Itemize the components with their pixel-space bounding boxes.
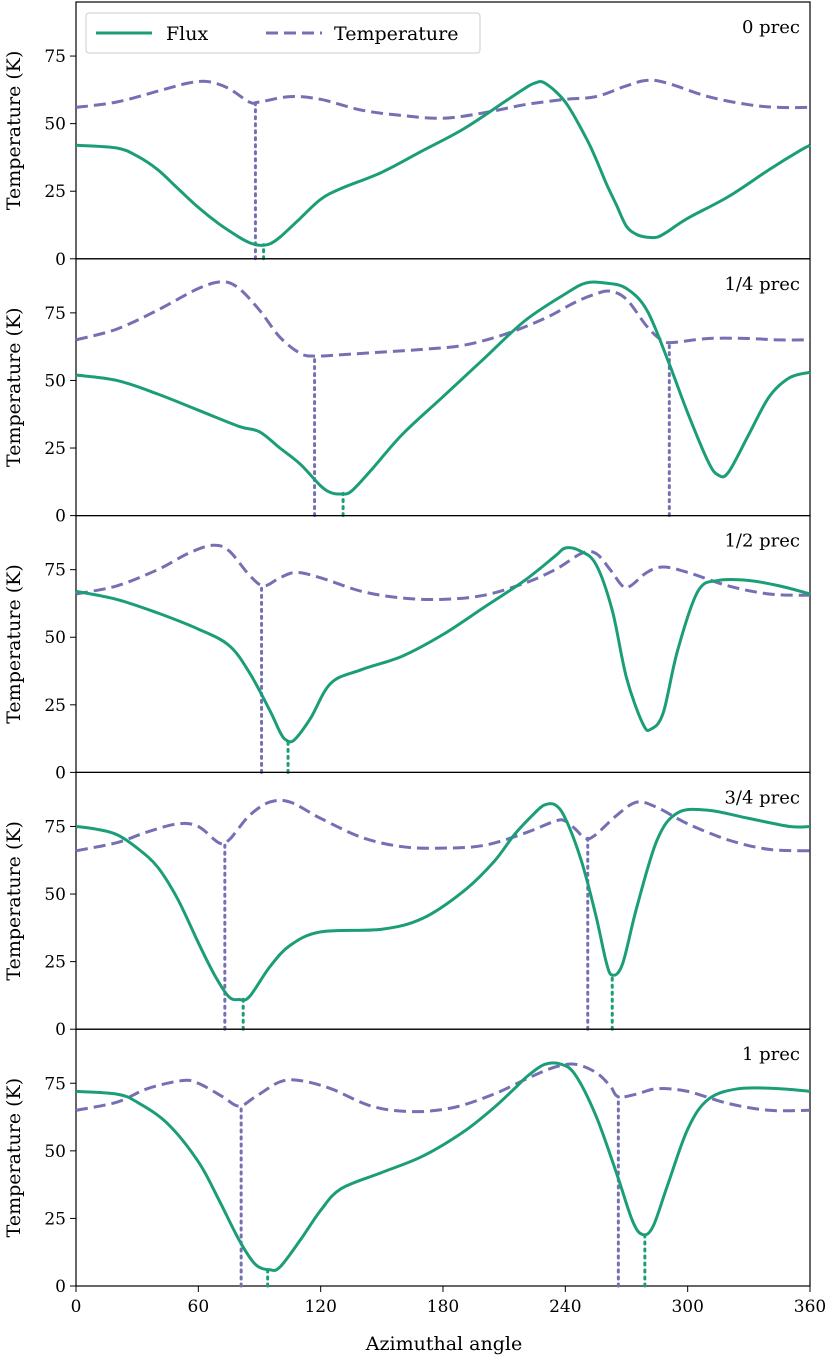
y-tick-label: 0 bbox=[55, 763, 66, 783]
temperature-line bbox=[75, 798, 811, 853]
y-tick-label: 75 bbox=[44, 47, 66, 67]
panel-frame bbox=[75, 1028, 811, 1287]
y-axis-title: Temperature (K) bbox=[3, 51, 25, 211]
panel-title: 1/2 prec bbox=[724, 531, 800, 552]
y-tick-label: 50 bbox=[44, 1142, 66, 1162]
legend-temperature-label: Temperature bbox=[334, 23, 458, 45]
y-tick-label: 25 bbox=[44, 953, 66, 973]
y-tick-label: 50 bbox=[44, 371, 66, 391]
panel-3: 0 25 50 75 Temperature (K) 1/2 prec bbox=[3, 514, 811, 783]
temperature-line bbox=[75, 78, 811, 120]
x-axis-title: Azimuthal angle bbox=[365, 1333, 522, 1355]
y-tick-label: 75 bbox=[44, 817, 66, 837]
y-tick-label: 25 bbox=[44, 182, 66, 202]
panel-title: 1/4 prec bbox=[724, 274, 800, 295]
y-tick-label: 0 bbox=[55, 250, 66, 270]
flux-line bbox=[75, 280, 811, 496]
y-tick-label: 25 bbox=[44, 1209, 66, 1229]
y-tick-label: 50 bbox=[44, 885, 66, 905]
y-tick-label: 0 bbox=[55, 1277, 66, 1297]
legend-box bbox=[85, 12, 481, 54]
flux-line bbox=[75, 801, 811, 1002]
x-tick-label: 120 bbox=[304, 1297, 336, 1317]
x-tick-label: 300 bbox=[671, 1297, 703, 1317]
temperature-line bbox=[75, 280, 811, 358]
x-tick-label: 240 bbox=[549, 1297, 581, 1317]
panel-4: 0 25 50 75 Temperature (K) 3/4 prec bbox=[3, 771, 811, 1040]
flux-line bbox=[75, 79, 811, 247]
panel-frame bbox=[75, 258, 811, 517]
y-tick-label: 50 bbox=[44, 628, 66, 648]
legend-flux-label: Flux bbox=[166, 23, 208, 45]
y-tick-label: 0 bbox=[55, 507, 66, 527]
y-axis-title: Temperature (K) bbox=[3, 1078, 25, 1238]
panels-layer: 0 25 50 75 Temperature (K) 0 prec 0 25 50 75 Tempe… bbox=[3, 1, 826, 1317]
y-axis-title: Temperature (K) bbox=[3, 821, 25, 981]
x-tick-label: 0 bbox=[71, 1297, 82, 1317]
x-tick-label: 60 bbox=[188, 1297, 210, 1317]
temperature-line bbox=[75, 1062, 811, 1114]
x-tick-label: 180 bbox=[427, 1297, 459, 1317]
y-tick-label: 25 bbox=[44, 696, 66, 716]
legend: Flux Temperature bbox=[85, 12, 481, 54]
y-tick-label: 75 bbox=[44, 304, 66, 324]
y-tick-label: 75 bbox=[44, 561, 66, 581]
y-axis-title: Temperature (K) bbox=[3, 307, 25, 467]
temperature-line bbox=[75, 543, 811, 602]
flux-line bbox=[75, 546, 811, 744]
panel-title: 0 prec bbox=[742, 17, 800, 38]
y-tick-label: 75 bbox=[44, 1074, 66, 1094]
y-axis-title: Temperature (K) bbox=[3, 564, 25, 724]
flux-line bbox=[75, 1061, 811, 1272]
y-tick-label: 50 bbox=[44, 115, 66, 135]
x-tick-label: 360 bbox=[794, 1297, 826, 1317]
panel-1: 0 25 50 75 Temperature (K) 0 prec bbox=[3, 1, 811, 270]
panel-title: 1 prec bbox=[742, 1044, 800, 1065]
y-tick-label: 25 bbox=[44, 439, 66, 459]
y-tick-label: 0 bbox=[55, 1020, 66, 1040]
panel-2: 0 25 50 75 Temperature (K) 1/4 prec bbox=[3, 258, 811, 527]
panel-title: 3/4 prec bbox=[724, 787, 800, 808]
panel-5: 0 25 50 75 Temperature (K) 1 prec 0 60 120 180 240… bbox=[3, 1028, 826, 1317]
